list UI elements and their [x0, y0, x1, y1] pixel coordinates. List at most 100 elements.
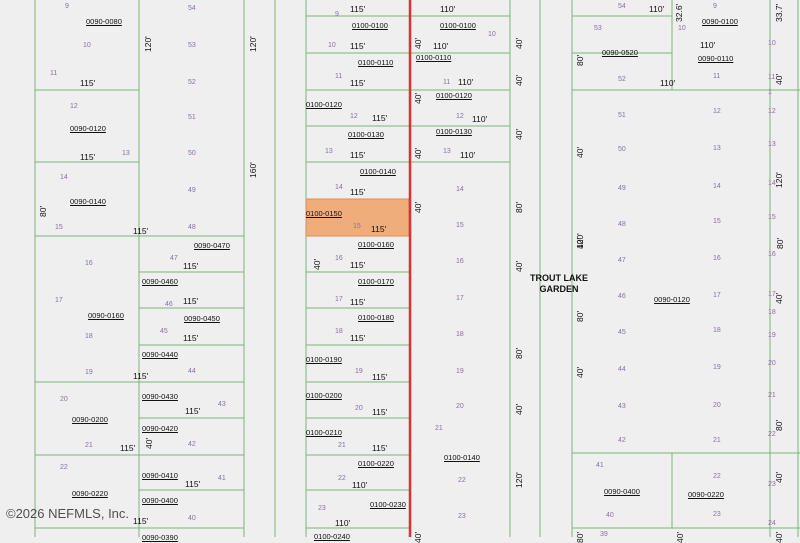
parcel-id-label[interactable]: 0090-0520 — [602, 48, 638, 57]
lot-number: 46 — [165, 301, 173, 308]
lot-number: 22 — [768, 431, 776, 438]
lot-number: 15 — [55, 224, 63, 231]
lot-number: 40 — [188, 515, 196, 522]
lot-number: 18 — [456, 331, 464, 338]
parcel-id-label[interactable]: 0100-0110 — [416, 53, 452, 62]
dimension-label: 115' — [350, 187, 366, 197]
dimension-label: 40' — [413, 531, 423, 543]
parcel-id-label[interactable]: 0100-0220 — [358, 459, 394, 468]
parcel-id-label[interactable]: 0090-0220 — [72, 489, 108, 498]
parcel-id-label[interactable]: 0100-0110 — [358, 58, 394, 67]
dimension-label: 40' — [413, 147, 423, 159]
dimension-label: 40' — [144, 437, 154, 449]
lot-number: 52 — [188, 79, 196, 86]
parcel-id-label[interactable]: 0100-0160 — [358, 240, 394, 249]
parcel-id-label[interactable]: 0090-0460 — [142, 277, 178, 286]
parcel-id-label[interactable]: 0090-0220 — [688, 490, 724, 499]
parcel-id-label[interactable]: 0090-0110 — [698, 54, 734, 63]
lot-number: 15 — [768, 214, 776, 221]
lot-number: 19 — [713, 364, 721, 371]
dimension-label: 115' — [350, 260, 366, 270]
parcel-id-label[interactable]: 0090-0140 — [70, 197, 106, 206]
dimension-label: 40' — [514, 128, 524, 140]
lot-number: 13 — [325, 148, 333, 155]
lot-number: 19 — [85, 369, 93, 376]
parcel-id-label[interactable]: 0100-0140 — [360, 167, 396, 176]
parcel-id-label[interactable]: 0100-0170 — [358, 277, 394, 286]
parcel-id-label[interactable]: 0100-0130 — [348, 130, 384, 139]
lot-number: 14 — [60, 174, 68, 181]
lot-number: 18 — [335, 328, 343, 335]
parcel-id-label[interactable]: 0100-0100 — [352, 21, 388, 30]
lot-number: 18 — [713, 327, 721, 334]
parcel-id-label[interactable]: 0090-0400 — [604, 487, 640, 496]
dimension-label: 110' — [700, 40, 716, 50]
lot-number: 23 — [458, 513, 466, 520]
parcel-id-label[interactable]: 0090-0200 — [72, 415, 108, 424]
lot-number: 39 — [600, 531, 608, 538]
lot-number: 41 — [596, 462, 604, 469]
lot-number: 13 — [122, 150, 130, 157]
parcel-id-label[interactable]: 0090-0080 — [86, 17, 122, 26]
lot-number: 16 — [335, 255, 343, 262]
parcel-id-label[interactable]: 0100-0130 — [436, 127, 472, 136]
lot-number: 23 — [318, 505, 326, 512]
parcel-id-label[interactable]: 0090-0430 — [142, 392, 178, 401]
parcel-id-label[interactable]: 0090-0410 — [142, 471, 178, 480]
lot-number: 22 — [338, 475, 346, 482]
dimension-label: 115' — [371, 224, 387, 234]
dimension-label: 115' — [372, 113, 388, 123]
parcel-id-label[interactable]: 0090-0450 — [184, 314, 220, 323]
lot-number: 10 — [83, 42, 91, 49]
lot-number: 11 — [768, 74, 776, 81]
dimension-label: 110' — [335, 518, 351, 528]
parcel-id-label[interactable]: 0090-0120 — [654, 295, 690, 304]
dimension-label: 115' — [183, 261, 199, 271]
dimension-label: 80' — [514, 201, 524, 213]
parcel-id-label[interactable]: 0090-0420 — [142, 424, 178, 433]
lot-number: 14 — [768, 180, 776, 187]
dimension-label: 80' — [575, 310, 585, 322]
parcel-id-label[interactable]: 0100-0200 — [306, 391, 342, 400]
dimension-label: 40' — [514, 37, 524, 49]
parcel-id-label[interactable]: 0090-0100 — [702, 17, 738, 26]
highlighted-parcel[interactable] — [305, 198, 410, 237]
parcel-id-label[interactable]: 0100-0190 — [306, 355, 342, 364]
lot-number: 19 — [456, 368, 464, 375]
subdivision-line-1: TROUT LAKE — [530, 273, 588, 283]
dimension-label: 40' — [514, 74, 524, 86]
lot-number: 18 — [768, 309, 776, 316]
dimension-label: 80' — [514, 347, 524, 359]
parcel-id-label[interactable]: 0090-0390 — [142, 533, 178, 542]
lot-number: 49 — [188, 187, 196, 194]
parcel-id-label[interactable]: 0100-0100 — [440, 21, 476, 30]
parcel-id-label[interactable]: 0090-0160 — [88, 311, 124, 320]
dimension-label: 115' — [183, 333, 199, 343]
lot-number: 42 — [188, 441, 196, 448]
lot-number: 11 — [713, 73, 721, 80]
lot-number: 43 — [618, 403, 626, 410]
parcel-id-label[interactable]: 0090-0400 — [142, 496, 178, 505]
dimension-label: 115' — [80, 78, 96, 88]
parcel-id-label[interactable]: 0090-0440 — [142, 350, 178, 359]
parcel-id-label[interactable]: 0090-0120 — [70, 124, 106, 133]
dimension-label: 115' — [350, 297, 366, 307]
dimension-label: 33.7' — [774, 3, 784, 22]
parcel-id-label[interactable]: 0100-0140 — [444, 453, 480, 462]
subdivision-line-2: GARDEN — [539, 284, 579, 294]
dimension-label: 80' — [775, 237, 785, 249]
parcel-id-label[interactable]: 0090-0470 — [194, 241, 230, 250]
dimension-label: 110' — [460, 150, 476, 160]
dimension-label: 160' — [248, 162, 258, 178]
lot-number: 12 — [768, 108, 776, 115]
lot-number: 14 — [456, 186, 464, 193]
parcel-id-label[interactable]: 0100-0180 — [358, 313, 394, 322]
dimension-label: 80' — [575, 54, 585, 66]
parcel-id-label[interactable]: 0100-0230 — [370, 500, 406, 509]
parcel-id-label[interactable]: 0100-0210 — [306, 428, 342, 437]
parcel-id-label[interactable]: 0100-0120 — [306, 100, 342, 109]
parcel-id-label[interactable]: 0100-0120 — [436, 91, 472, 100]
dimension-label: 115' — [372, 443, 388, 453]
parcel-id-label[interactable]: 0100-0150 — [306, 209, 342, 218]
